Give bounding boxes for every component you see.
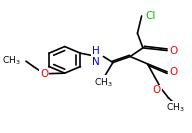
Text: H
N: H N <box>92 46 99 67</box>
Text: O: O <box>170 45 178 56</box>
Text: O: O <box>170 67 178 77</box>
Text: O: O <box>40 69 48 79</box>
Text: CH$_3$: CH$_3$ <box>94 76 112 89</box>
Text: O: O <box>152 85 161 95</box>
Text: CH$_3$: CH$_3$ <box>166 101 185 114</box>
Text: CH$_3$: CH$_3$ <box>2 55 21 67</box>
Text: Cl: Cl <box>145 11 156 21</box>
